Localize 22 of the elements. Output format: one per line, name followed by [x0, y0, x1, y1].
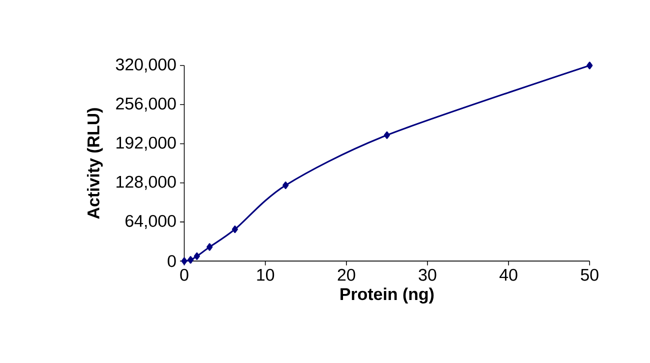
- x-tick-label: 50: [580, 268, 598, 281]
- point: [181, 257, 188, 265]
- y-tick-label: 320,000: [116, 58, 176, 72]
- point: [384, 131, 390, 139]
- x-tick-label: 40: [500, 268, 518, 281]
- y-tick-label: 128,000: [116, 176, 176, 190]
- x-tick-label: 30: [418, 268, 436, 281]
- point: [282, 181, 289, 190]
- point: [232, 225, 238, 234]
- point: [188, 256, 194, 264]
- x-tick-label: 10: [257, 268, 274, 281]
- point: [194, 252, 200, 260]
- x-axis-title: Protein (ng): [340, 288, 434, 304]
- y-tick-label: 64,000: [126, 214, 176, 229]
- point: [206, 243, 213, 251]
- point: [586, 62, 593, 70]
- x-tick-label: 20: [338, 268, 356, 281]
- y-tick-label: 192,000: [116, 136, 176, 151]
- x-tick-label: 0: [180, 268, 188, 281]
- y-axis-title: Activity (RLU): [86, 108, 103, 219]
- y-tick-label: 256,000: [116, 98, 176, 112]
- y-tick-label: 0: [168, 255, 176, 268]
